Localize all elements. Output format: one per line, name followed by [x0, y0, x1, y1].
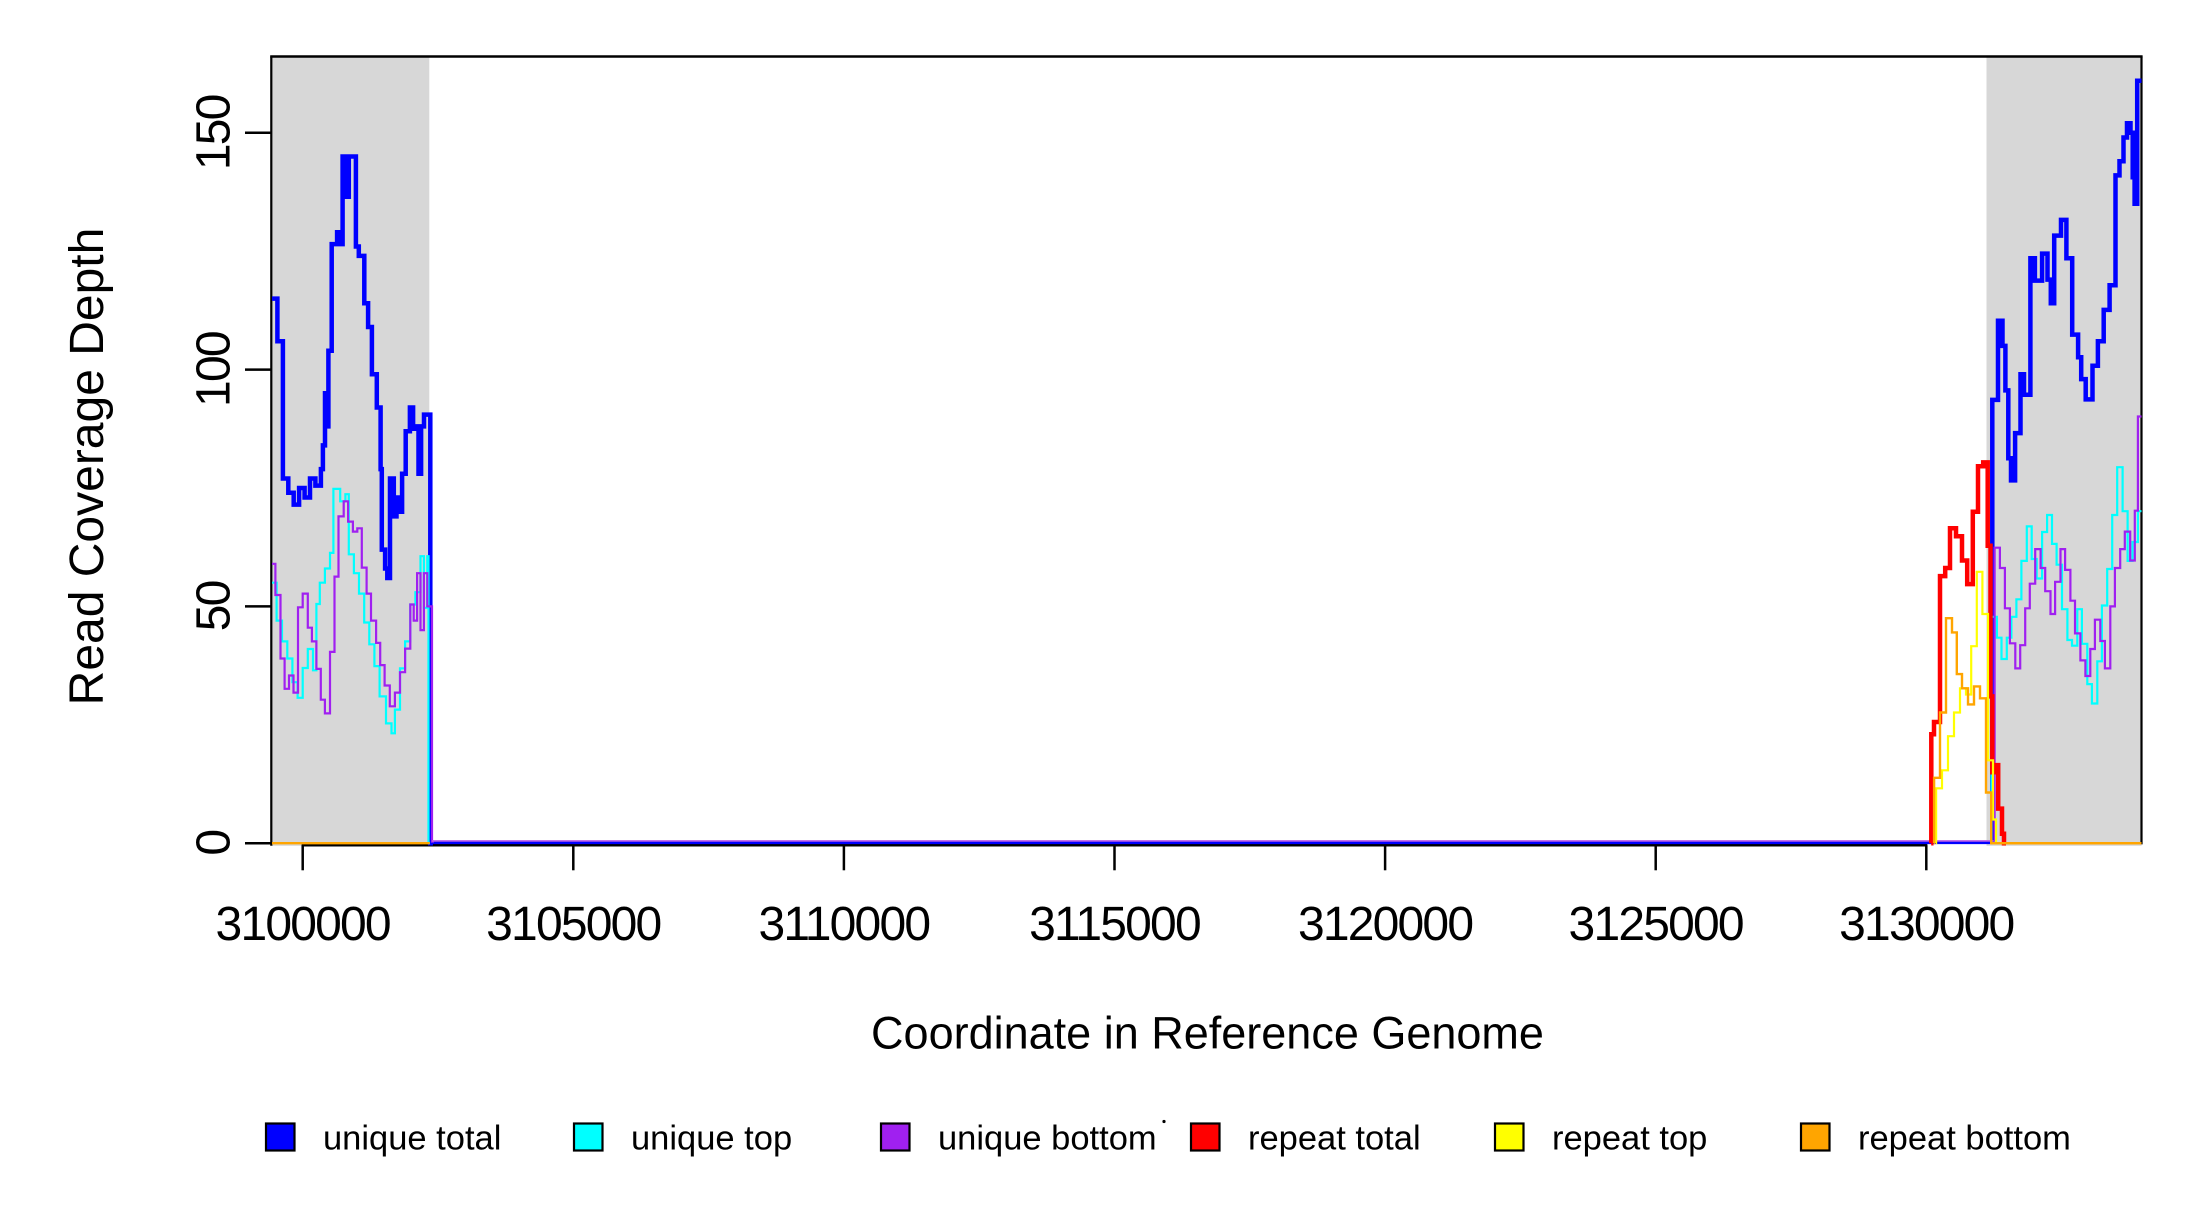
- svg-text:unique bottom: unique bottom: [938, 1120, 1157, 1158]
- svg-text:3100000: 3100000: [216, 898, 390, 951]
- svg-text:0: 0: [188, 831, 241, 856]
- svg-text:3115000: 3115000: [1029, 898, 1200, 951]
- svg-text:3105000: 3105000: [486, 898, 660, 951]
- svg-text:3130000: 3130000: [1839, 898, 2013, 951]
- svg-text:repeat bottom: repeat bottom: [1858, 1120, 2071, 1158]
- svg-text:3120000: 3120000: [1298, 898, 1472, 951]
- svg-text:50: 50: [188, 581, 241, 631]
- svg-text:3125000: 3125000: [1569, 898, 1743, 951]
- svg-text:unique top: unique top: [631, 1120, 792, 1158]
- svg-text:150: 150: [188, 95, 241, 170]
- svg-text:repeat top: repeat top: [1552, 1120, 1707, 1158]
- svg-text:Coordinate in Reference Genome: Coordinate in Reference Genome: [871, 1008, 1544, 1059]
- svg-text:unique total: unique total: [323, 1120, 501, 1158]
- svg-text:repeat total: repeat total: [1248, 1120, 1421, 1158]
- svg-text:100: 100: [188, 332, 241, 407]
- svg-text:Read Coverage Depth: Read Coverage Depth: [61, 228, 114, 706]
- svg-text:3110000: 3110000: [759, 898, 930, 951]
